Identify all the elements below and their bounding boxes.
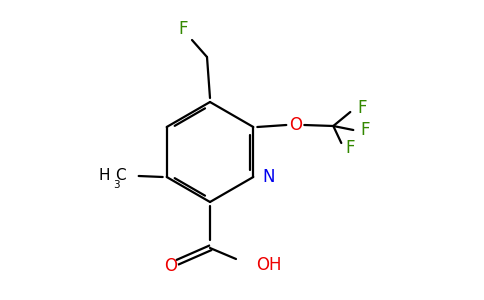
Text: OH: OH [256, 256, 282, 274]
Text: F: F [361, 121, 370, 139]
Text: 3: 3 [113, 180, 120, 190]
Text: F: F [358, 99, 367, 117]
Text: F: F [178, 20, 188, 38]
Text: F: F [346, 139, 355, 157]
Text: C: C [115, 167, 126, 182]
Text: O: O [165, 257, 178, 275]
Text: N: N [262, 168, 275, 186]
Text: H: H [99, 167, 110, 182]
Text: O: O [289, 116, 302, 134]
